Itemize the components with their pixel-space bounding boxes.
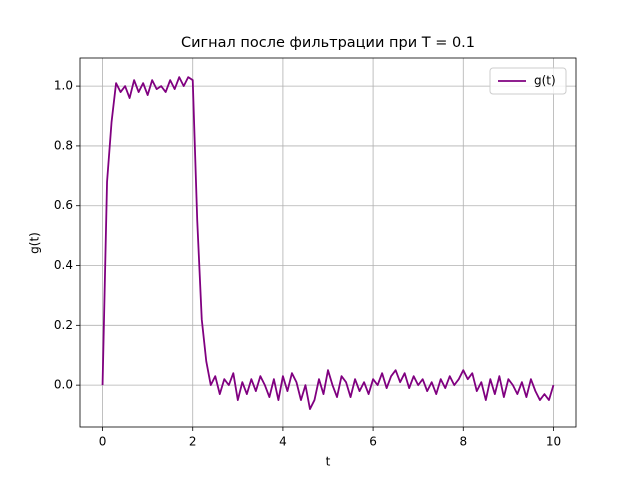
plot-frame — [79, 57, 577, 428]
y-tick-label: 0.6 — [54, 198, 73, 212]
legend-label: g(t) — [534, 74, 556, 88]
x-tick-label: 0 — [99, 435, 107, 449]
x-tick-label: 8 — [459, 435, 467, 449]
x-tick-label: 10 — [546, 435, 561, 449]
data-line — [101, 76, 555, 410]
legend-box — [489, 67, 567, 95]
y-tick-label: 0.4 — [54, 258, 73, 272]
y-tick-label: 0.0 — [54, 378, 73, 392]
x-axis-label: t — [326, 455, 331, 469]
x-tick-label: 6 — [369, 435, 377, 449]
x-tick-label: 4 — [279, 435, 287, 449]
x-tick-label: 2 — [189, 435, 197, 449]
legend: g(t) — [489, 67, 567, 95]
y-tick-label: 1.0 — [54, 79, 73, 93]
chart-title: Сигнал после фильтрации при T = 0.1 — [181, 35, 475, 51]
y-axis-label: g(t) — [28, 232, 42, 254]
y-tick-label: 0.8 — [54, 138, 73, 152]
y-tick-label: 0.2 — [54, 318, 73, 332]
